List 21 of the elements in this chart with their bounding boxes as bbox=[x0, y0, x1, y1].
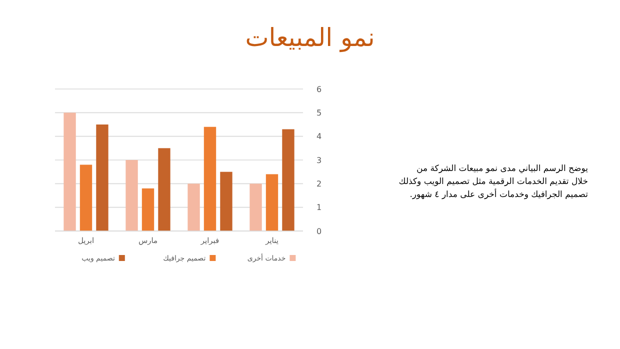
y-tick-label: 3 bbox=[316, 156, 322, 165]
bar bbox=[158, 148, 170, 231]
bar bbox=[80, 164, 92, 231]
y-tick-label: 0 bbox=[316, 226, 322, 236]
bar bbox=[282, 129, 294, 231]
bar bbox=[250, 184, 262, 231]
bar bbox=[220, 172, 232, 231]
bar bbox=[96, 124, 108, 231]
bar bbox=[204, 126, 216, 231]
chart-title: نمو المبيعات bbox=[245, 23, 375, 53]
bar bbox=[64, 112, 76, 231]
y-tick-label: 4 bbox=[316, 132, 322, 142]
y-tick-label: 5 bbox=[316, 108, 322, 118]
bar bbox=[126, 160, 138, 231]
y-tick-label: 6 bbox=[316, 84, 322, 94]
bar bbox=[266, 174, 278, 231]
y-tick-label: 2 bbox=[316, 179, 322, 188]
bar bbox=[142, 188, 154, 231]
bar bbox=[188, 184, 200, 231]
text: يوضح الرسم البياني مدى نمو مبيعات الشركة من خلال تقديم الخدمات الرقمية مثل تصميم الويب وكذلك تصميم الجرافيك وخدمات أخرى على مدار ٤ شهور. bbox=[398, 163, 588, 202]
y-tick-label: 1 bbox=[316, 203, 322, 212]
